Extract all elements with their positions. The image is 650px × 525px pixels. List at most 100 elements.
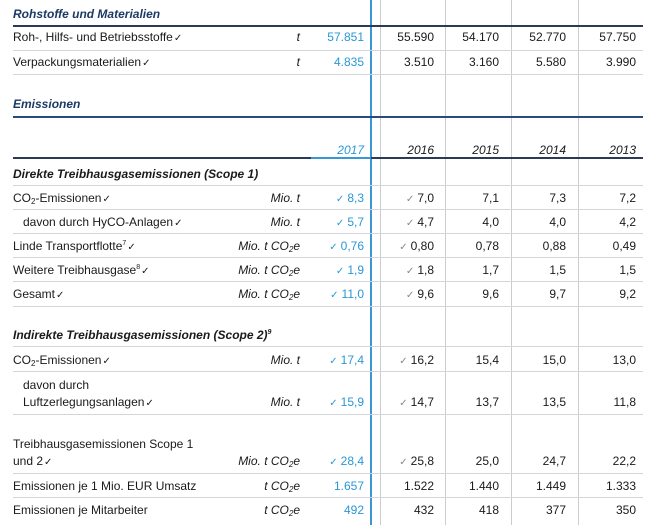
- row-label-luft-line2: Luftzerlegungsanlagen✓: [23, 395, 154, 409]
- row-label-scope12-line1: Treibhausgasemissionen Scope 1: [13, 437, 194, 451]
- value-gesamt-2016: ✓ 9,6: [405, 287, 434, 301]
- row-label-gesamt: Gesamt✓: [13, 287, 65, 301]
- year-header-rule-highlight: [311, 157, 371, 159]
- value-weitere-2015: 1,7: [482, 263, 499, 277]
- materials-section-title: Rohstoffe und Materialien: [13, 7, 161, 21]
- value-mitarbeiter-2013: 350: [615, 503, 636, 517]
- value-transport-2017: ✓ 0,76: [329, 239, 364, 253]
- value-roh-2015: 54.170: [462, 30, 499, 44]
- column-2015-left-divider: [445, 0, 446, 525]
- row-label-hyco: davon durch HyCO-Anlagen✓: [23, 215, 183, 229]
- value-gesamt-2013: 9,2: [619, 287, 636, 301]
- value-transport-2015: 0,78: [475, 239, 499, 253]
- value-co2-scope2-2013: 13,0: [612, 353, 636, 367]
- value-gesamt-2015: 9,6: [482, 287, 499, 301]
- value-hyco-2014: 4,0: [549, 215, 566, 229]
- value-co2-scope2-2017: ✓ 17,4: [329, 353, 364, 367]
- scope2-title: Indirekte Treibhausgasemissionen (Scope …: [13, 328, 272, 342]
- row-divider: [13, 185, 643, 186]
- column-2014-left-divider: [511, 0, 512, 525]
- year-header-2015: 2015: [472, 143, 499, 157]
- value-co2-scope1-2015: 7,1: [482, 191, 499, 205]
- column-2016-left-divider: [380, 0, 381, 525]
- row-divider: [13, 371, 643, 372]
- value-verpackung-2017: 4.835: [333, 55, 364, 69]
- value-scope12-2015: 25,0: [475, 454, 499, 468]
- emissions-top-rule: [13, 116, 643, 118]
- value-luft-2015: 13,7: [475, 395, 499, 409]
- value-gesamt-2017: ✓ 11,0: [330, 287, 364, 301]
- value-hyco-2016: ✓ 4,7: [405, 215, 434, 229]
- value-roh-2017: 57.851: [327, 30, 364, 44]
- value-co2-scope1-2013: 7,2: [619, 191, 636, 205]
- value-weitere-2016: ✓ 1,8: [405, 263, 434, 277]
- row-unit-co2-scope2: Mio. t: [270, 353, 300, 367]
- row-unit-mitarbeiter: t CO2e: [264, 503, 300, 518]
- value-hyco-2017: ✓ 5,7: [335, 215, 364, 229]
- value-co2-scope2-2014: 15,0: [542, 353, 566, 367]
- row-divider: [13, 281, 643, 282]
- value-roh-2013: 57.750: [599, 30, 636, 44]
- row-unit-luft: Mio. t: [270, 395, 300, 409]
- row-unit-gesamt: Mio. t CO2e: [238, 287, 300, 302]
- row-label-scope12-line2: und 2✓: [13, 454, 53, 468]
- value-roh-2014: 52.770: [529, 30, 566, 44]
- value-scope12-2016: ✓ 25,8: [399, 454, 434, 468]
- row-divider: [13, 414, 643, 415]
- row-divider: [13, 497, 643, 498]
- row-divider: [13, 473, 643, 474]
- row-unit-co2-scope1: Mio. t: [270, 191, 300, 205]
- row-label-mitarbeiter: Emissionen je Mitarbeiter: [13, 503, 148, 517]
- emissions-section-title: Emissionen: [13, 97, 81, 111]
- value-weitere-2014: 1,5: [549, 263, 566, 277]
- value-umsatz-2014: 1.449: [535, 479, 566, 493]
- value-hyco-2013: 4,2: [619, 215, 636, 229]
- year-header-2017: 2017: [337, 143, 364, 157]
- value-co2-scope1-2016: ✓ 7,0: [405, 191, 434, 205]
- value-co2-scope2-2015: 15,4: [475, 353, 499, 367]
- row-divider: [13, 50, 643, 51]
- row-label-luft-line1: davon durch: [23, 378, 90, 392]
- value-verpackung-2015: 3.160: [468, 55, 499, 69]
- value-umsatz-2015: 1.440: [468, 479, 499, 493]
- year-header-2013: 2013: [609, 143, 636, 157]
- value-luft-2014: 13,5: [542, 395, 566, 409]
- value-weitere-2013: 1,5: [619, 263, 636, 277]
- value-mitarbeiter-2015: 418: [478, 503, 499, 517]
- row-divider: [13, 346, 643, 347]
- row-label-co2-scope2: CO2-Emissionen✓: [13, 353, 111, 368]
- value-umsatz-2013: 1.333: [605, 479, 636, 493]
- value-scope12-2014: 24,7: [542, 454, 566, 468]
- year-header-2016: 2016: [407, 143, 434, 157]
- row-label-transport: Linde Transportflotte7✓: [13, 239, 136, 253]
- year-header-2014: 2014: [539, 143, 566, 157]
- value-mitarbeiter-2017: 492: [343, 503, 364, 517]
- value-scope12-2013: 22,2: [612, 454, 636, 468]
- row-unit-umsatz: t CO2e: [264, 479, 300, 494]
- value-verpackung-2014: 5.580: [535, 55, 566, 69]
- value-transport-2013: 0,49: [612, 239, 636, 253]
- row-unit-hyco: Mio. t: [270, 215, 300, 229]
- value-luft-2016: ✓ 14,7: [399, 395, 434, 409]
- row-label-roh: Roh-, Hilfs- und Betriebsstoffe✓: [13, 30, 183, 44]
- materials-top-rule: [13, 25, 643, 27]
- row-divider: [13, 209, 643, 210]
- row-unit-transport: Mio. t CO2e: [238, 239, 300, 254]
- scope1-title: Direkte Treibhausgasemissionen (Scope 1): [13, 167, 259, 181]
- row-label-umsatz: Emissionen je 1 Mio. EUR Umsatz: [13, 479, 197, 493]
- value-co2-scope1-2014: 7,3: [549, 191, 566, 205]
- value-weitere-2017: ✓ 1,9: [335, 263, 364, 277]
- row-divider: [13, 306, 643, 307]
- value-umsatz-2016: 1.522: [403, 479, 434, 493]
- row-unit-scope12: Mio. t CO2e: [238, 454, 300, 469]
- row-divider: [13, 74, 643, 75]
- value-co2-scope2-2016: ✓ 16,2: [399, 353, 434, 367]
- value-hyco-2015: 4,0: [482, 215, 499, 229]
- row-label-co2-scope1: CO2-Emissionen✓: [13, 191, 111, 206]
- column-2017-divider: [370, 0, 372, 525]
- value-mitarbeiter-2014: 377: [545, 503, 566, 517]
- row-label-weitere: Weitere Treibhausgase8✓: [13, 263, 150, 277]
- value-verpackung-2016: 3.510: [403, 55, 434, 69]
- value-luft-2013: 11,8: [613, 395, 636, 409]
- value-transport-2014: 0,88: [542, 239, 566, 253]
